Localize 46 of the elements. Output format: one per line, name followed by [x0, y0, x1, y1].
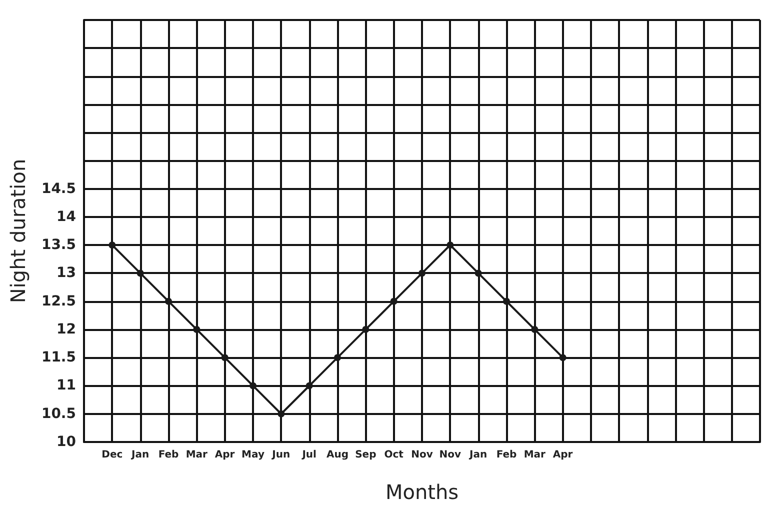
x-tick-label: Mar: [524, 450, 546, 460]
y-tick-label: 14: [56, 208, 76, 225]
point: [278, 410, 285, 418]
x-tick-label: Sep: [355, 450, 376, 460]
x-tick-label: Mar: [186, 450, 208, 460]
point: [221, 354, 228, 362]
y-tick-label: 10.5: [41, 406, 76, 422]
x-tick-label: Jan: [130, 450, 150, 460]
y-axis-title: Night duration: [6, 158, 30, 304]
x-tick-label: Aug: [326, 450, 349, 460]
x-tick-label: Apr: [552, 450, 573, 460]
y-tick-label: 10: [56, 434, 76, 450]
x-tick-label: Feb: [496, 450, 517, 460]
x-tick-label: Jan: [468, 450, 488, 460]
x-tick-label: Feb: [158, 450, 179, 460]
x-tick-label: Nov: [411, 450, 434, 460]
x-tick-label: Apr: [214, 450, 235, 460]
x-tick-label: May: [242, 450, 265, 460]
point: [306, 382, 313, 390]
x-tick-label: Jul: [301, 450, 316, 460]
point: [250, 382, 256, 390]
point: [531, 326, 538, 333]
point: [559, 354, 566, 362]
point: [390, 298, 398, 305]
x-tick-label: Oct: [384, 450, 404, 460]
y-tick-label: 12: [56, 321, 76, 338]
point: [334, 354, 341, 362]
x-tick-label: Nov: [439, 450, 462, 460]
x-tick-label: Dec: [102, 450, 123, 460]
y-tick-label: 14.5: [41, 180, 76, 197]
y-tick-label: 13: [56, 265, 76, 282]
point: [108, 242, 116, 249]
point: [446, 242, 454, 249]
x-axis-title: Months: [385, 480, 459, 504]
point: [165, 298, 172, 305]
x-tick-label: Jun: [271, 450, 290, 460]
point: [503, 298, 510, 305]
y-tick-label: 11: [56, 378, 76, 394]
y-tick-label: 12.5: [41, 293, 76, 310]
point: [362, 326, 370, 333]
point: [418, 270, 426, 277]
point: [193, 326, 200, 333]
y-tick-label: 11.5: [41, 350, 76, 366]
y-tick-label: 13.5: [41, 237, 76, 254]
point: [474, 270, 482, 277]
point: [136, 270, 144, 277]
